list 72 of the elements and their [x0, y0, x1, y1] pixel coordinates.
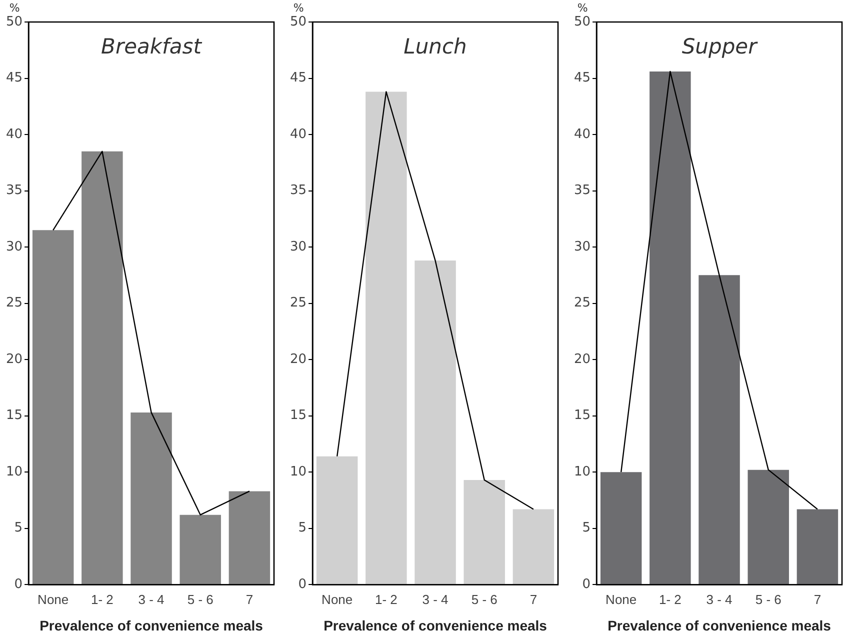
y-tick-label: 45 — [574, 70, 591, 86]
text: Supper — [682, 34, 758, 58]
bar — [650, 72, 691, 584]
y-tick-label: 15 — [290, 408, 307, 424]
y-tick-label: 25 — [6, 296, 23, 311]
x-tick-label: 3 - 4 — [706, 592, 732, 607]
y-tick-label: 10 — [6, 464, 23, 480]
y-tick-label: 20 — [6, 352, 23, 367]
bar — [796, 509, 838, 584]
bar — [512, 509, 554, 584]
y-axis-title: % — [577, 1, 588, 14]
y-tick-label: 45 — [290, 70, 307, 86]
x-axis-title: Prevalence of convenience meals — [608, 617, 832, 634]
x-tick-label: 5 - 6 — [755, 592, 782, 607]
y-tick-label: 5 — [298, 520, 307, 536]
bar — [228, 491, 270, 584]
bar — [82, 151, 123, 584]
y-tick-label: 15 — [574, 408, 591, 424]
bar — [464, 480, 505, 584]
y-axis-title: % — [293, 1, 304, 14]
bar — [414, 260, 456, 584]
x-tick-label: None — [606, 592, 637, 607]
x-tick-label: 3 - 4 — [138, 592, 164, 607]
x-tick-label: 7 — [814, 592, 822, 607]
x-tick-label: 1- 2 — [374, 592, 398, 607]
y-tick-label: 10 — [574, 464, 591, 480]
y-tick-label: 0 — [582, 576, 591, 592]
x-tick-label: None — [322, 592, 353, 607]
y-tick-label: 30 — [6, 239, 23, 254]
y-axis-title: % — [9, 1, 20, 14]
x-tick-label: 5 - 6 — [471, 592, 498, 607]
bar — [698, 275, 740, 584]
y-tick-label: 40 — [290, 126, 307, 142]
y-tick-label: 35 — [574, 183, 591, 198]
y-tick-label: 5 — [14, 520, 23, 536]
y-tick-label: 50 — [574, 14, 591, 30]
bar — [366, 92, 407, 584]
y-tick-label: 30 — [574, 239, 591, 254]
y-tick-label: 25 — [290, 296, 307, 311]
y-tick-label: 20 — [290, 352, 307, 367]
y-tick-label: 0 — [298, 576, 307, 592]
x-tick-label: 1- 2 — [658, 592, 682, 607]
y-tick-label: 10 — [290, 464, 307, 480]
y-tick-label: 25 — [574, 296, 591, 311]
x-axis-title: Prevalence of convenience meals — [40, 617, 264, 634]
text: Breakfast — [101, 34, 202, 58]
bar — [600, 472, 642, 584]
x-tick-label: None — [38, 592, 69, 607]
bar — [180, 514, 221, 584]
x-tick-label: 7 — [246, 592, 254, 607]
y-tick-label: 40 — [6, 126, 23, 142]
y-tick-label: 0 — [14, 576, 23, 592]
y-tick-label: 35 — [6, 183, 23, 198]
bar — [32, 230, 74, 584]
bar — [316, 456, 358, 584]
y-tick-label: 35 — [290, 183, 307, 198]
y-tick-label: 50 — [290, 14, 307, 30]
y-tick-label: 5 — [582, 520, 591, 536]
x-tick-label: 3 - 4 — [422, 592, 448, 607]
text: Lunch — [404, 34, 467, 58]
y-tick-label: 40 — [574, 126, 591, 142]
y-tick-label: 30 — [290, 239, 307, 254]
y-tick-label: 15 — [6, 408, 23, 424]
x-axis-title: Prevalence of convenience meals — [324, 617, 548, 634]
y-tick-label: 45 — [6, 70, 23, 86]
y-tick-label: 50 — [6, 14, 23, 30]
x-tick-label: 7 — [530, 592, 538, 607]
bar — [748, 470, 789, 584]
bar — [130, 412, 172, 584]
y-tick-label: 20 — [574, 352, 591, 367]
x-tick-label: 1- 2 — [90, 592, 114, 607]
x-tick-label: 5 - 6 — [187, 592, 214, 607]
